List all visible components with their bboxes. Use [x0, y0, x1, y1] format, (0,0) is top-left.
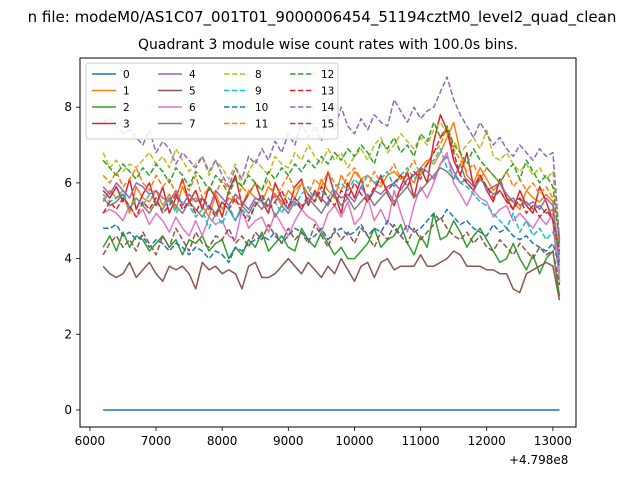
chart-title: Quadrant 3 module wise count rates with …	[138, 37, 518, 53]
x-tick-label: 7000	[141, 434, 172, 448]
x-tick-label: 10000	[335, 434, 373, 448]
legend-label-12: 12	[321, 69, 334, 81]
y-tick-label: 4	[64, 252, 72, 266]
y-tick-label: 2	[64, 327, 72, 341]
series-15-line	[102, 216, 561, 286]
legend-label-5: 5	[189, 86, 196, 98]
legend-label-1: 1	[123, 86, 130, 98]
legend-label-0: 0	[123, 69, 130, 81]
axes-frame	[79, 57, 577, 428]
y-tick-label: 8	[64, 100, 72, 114]
legend-label-3: 3	[123, 119, 130, 131]
legend-label-13: 13	[321, 86, 334, 98]
y-axis: 0 2 4 6 8	[64, 100, 80, 417]
legend-label-15: 15	[321, 119, 334, 131]
x-tick-label: 6000	[75, 434, 106, 448]
legend-label-4: 4	[189, 69, 196, 81]
x-tick-label: 13000	[534, 434, 572, 448]
legend-box	[85, 62, 339, 140]
series-5-line	[102, 250, 561, 301]
legend-label-10: 10	[255, 102, 268, 114]
figure-suptitle: n file: modeM0/AS1C07_001T01_9000006454_…	[27, 8, 617, 26]
series-13-line	[102, 129, 561, 252]
legend-label-7: 7	[189, 119, 196, 131]
x-axis: 6000 7000 8000 9000 10000 11000 12000 13000	[75, 427, 572, 448]
y-tick-label: 6	[64, 176, 72, 190]
series-7-line	[102, 163, 561, 255]
legend-label-2: 2	[123, 102, 130, 114]
x-offset-label: +4.798e8	[509, 453, 569, 467]
legend-label-8: 8	[255, 69, 262, 81]
series-9-line	[102, 148, 561, 252]
series-10-line	[103, 208, 561, 267]
legend-label-9: 9	[255, 86, 262, 98]
series-11-line	[102, 125, 561, 237]
legend-label-14: 14	[321, 102, 335, 114]
series-6-line	[102, 151, 561, 282]
series-2-line	[102, 212, 561, 297]
x-tick-label: 8000	[207, 434, 238, 448]
x-tick-label: 11000	[401, 434, 439, 448]
x-tick-label: 9000	[273, 434, 304, 448]
y-tick-label: 0	[64, 403, 72, 417]
legend-label-11: 11	[255, 119, 268, 131]
series-12-line	[102, 121, 561, 244]
x-tick-label: 12000	[468, 434, 506, 448]
legend-label-6: 6	[189, 102, 196, 114]
